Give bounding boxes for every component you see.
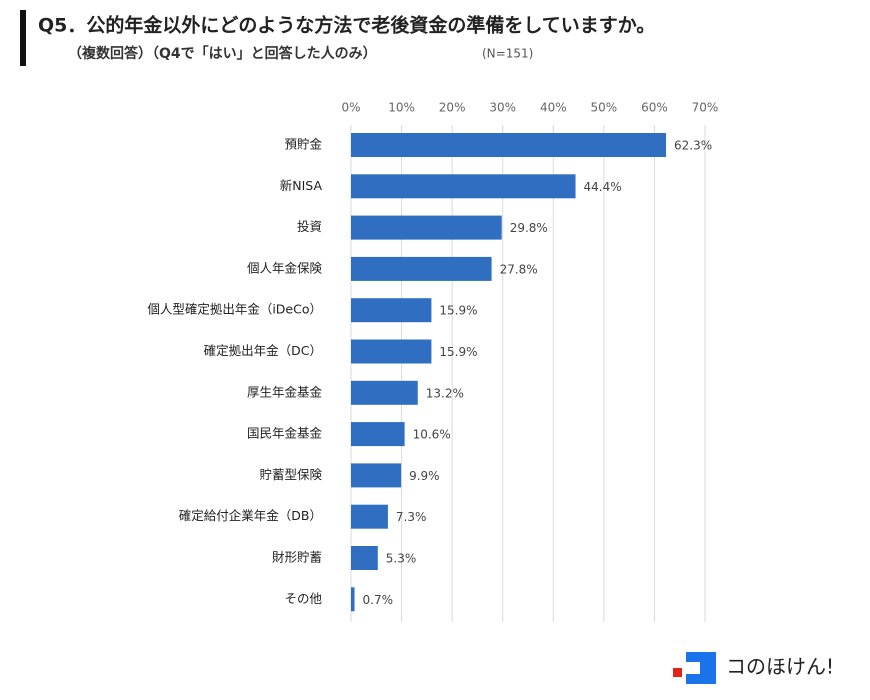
x-tick-label: 40% (540, 101, 567, 115)
value-label: 10.6% (413, 428, 451, 442)
bar (351, 546, 378, 570)
value-label: 7.3% (396, 510, 427, 524)
category-label: 確定拠出年金（DC） (204, 343, 322, 358)
category-label: 財形貯蓄 (272, 550, 322, 565)
value-label: 0.7% (363, 593, 394, 607)
value-label: 15.9% (439, 345, 477, 359)
category-label: 厚生年金基金 (247, 384, 323, 399)
category-label: 個人型確定拠出年金（iDeCo） (147, 302, 322, 317)
chart-subtitle: （複数回答）（Q4で「はい」と回答した人のみ） (68, 45, 377, 62)
category-label: 個人年金保険 (247, 260, 323, 275)
bar (351, 463, 402, 488)
value-label: 13.2% (426, 386, 464, 400)
value-label: 29.8% (510, 221, 548, 235)
category-label: 新NISA (280, 178, 323, 193)
category-label: 貯蓄型保険 (259, 467, 322, 482)
x-tick-label: 10% (388, 101, 415, 115)
category-label: 投資 (297, 219, 322, 234)
bar (351, 298, 432, 323)
category-label: 預貯金 (284, 137, 322, 152)
value-label: 27.8% (500, 262, 538, 276)
logo-text: コのほけん! (726, 655, 834, 679)
x-tick-label: 20% (439, 101, 466, 115)
logo: コのほけん! (673, 652, 834, 684)
category-label: その他 (284, 591, 322, 606)
title-marker (20, 10, 26, 66)
x-tick-label: 30% (489, 101, 516, 115)
bar (351, 256, 492, 281)
value-label: 44.4% (584, 180, 622, 194)
value-label: 62.3% (674, 139, 712, 153)
x-tick-label: 0% (341, 101, 360, 115)
bar (351, 339, 432, 364)
logo-notch (686, 662, 700, 674)
bar (351, 587, 355, 612)
value-label: 15.9% (439, 304, 477, 318)
bar (351, 174, 576, 199)
value-label: 9.9% (409, 469, 440, 483)
chart-title: Q5．公的年金以外にどのような方法で老後資金の準備をしていますか。 (38, 14, 655, 37)
category-label: 確定給付企業年金（DB） (179, 508, 322, 523)
bar (351, 504, 388, 529)
bar (351, 422, 405, 447)
x-tick-label: 70% (692, 101, 719, 115)
bar (351, 133, 667, 157)
bar (351, 380, 418, 405)
category-label: 国民年金基金 (247, 426, 323, 441)
value-label: 5.3% (386, 552, 417, 566)
logo-dot (673, 668, 682, 677)
bar (351, 215, 502, 240)
x-tick-label: 60% (641, 101, 668, 115)
x-tick-label: 50% (591, 101, 618, 115)
sample-note: (N=151) (482, 47, 533, 61)
